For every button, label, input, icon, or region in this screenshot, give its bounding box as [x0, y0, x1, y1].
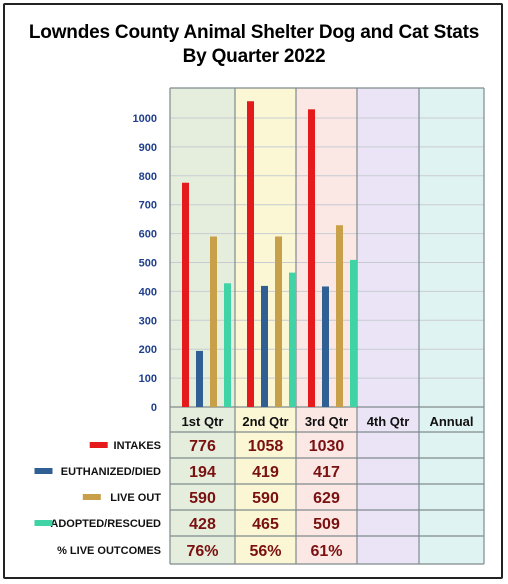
bar-euthanized-died-1 [261, 285, 268, 407]
bar-adopted-rescued-1 [289, 272, 296, 407]
y-tick-label: 100 [139, 373, 157, 385]
category-label: 3rd Qtr [305, 414, 348, 429]
bar-intakes-1 [247, 101, 254, 407]
legend-swatch [34, 468, 53, 474]
bar-adopted-rescued-2 [350, 259, 357, 407]
row-label: % LIVE OUTCOMES [57, 545, 161, 557]
legend-swatch [89, 442, 108, 448]
legend-swatch [82, 494, 101, 500]
legend-label: INTAKES [114, 440, 161, 452]
y-tick-label: 800 [139, 171, 157, 183]
y-tick-label: 700 [139, 200, 157, 212]
y-tick-label: 900 [139, 142, 157, 154]
legend-swatch [34, 520, 53, 526]
data-label: 1058 [248, 438, 284, 455]
y-tick-label: 1000 [133, 113, 157, 125]
data-label: 428 [189, 516, 216, 533]
data-label: 590 [252, 490, 279, 507]
bar-live-out-0 [210, 236, 217, 407]
y-tick-label: 0 [151, 402, 157, 414]
data-label: 509 [313, 516, 340, 533]
percent-label: 76% [186, 543, 218, 560]
data-label: 419 [252, 464, 279, 481]
data-label: 776 [189, 438, 216, 455]
y-tick-label: 400 [139, 286, 157, 298]
data-label: 417 [313, 464, 340, 481]
percent-label: 61% [310, 543, 342, 560]
category-label: 4th Qtr [367, 414, 410, 429]
data-label: 629 [313, 490, 340, 507]
chart-title-line1: Lowndes County Animal Shelter Dog and Ca… [28, 22, 480, 43]
data-label: 590 [189, 490, 216, 507]
y-tick-label: 200 [139, 344, 157, 356]
data-label: 1030 [309, 438, 345, 455]
bar-live-out-1 [275, 236, 282, 407]
data-label: 194 [189, 464, 216, 481]
y-tick-label: 300 [139, 315, 157, 327]
bar-intakes-2 [308, 109, 315, 407]
category-label: Annual [429, 414, 473, 429]
category-label: 1st Qtr [182, 414, 224, 429]
y-tick-label: 500 [139, 258, 157, 270]
percent-label: 56% [249, 543, 281, 560]
legend-label: ADOPTED/RESCUED [50, 518, 161, 530]
column-background-3 [357, 88, 419, 564]
legend-label: LIVE OUT [110, 492, 161, 504]
chart-title-line2: By Quarter 2022 [182, 46, 326, 67]
data-label: 465 [252, 516, 279, 533]
bar-live-out-2 [336, 225, 343, 407]
bar-intakes-0 [182, 182, 189, 407]
column-background-4 [419, 88, 484, 564]
category-label: 2nd Qtr [242, 414, 288, 429]
y-tick-label: 600 [139, 229, 157, 241]
bar-euthanized-died-2 [322, 286, 329, 407]
bar-euthanized-died-0 [196, 350, 203, 407]
bar-adopted-rescued-0 [224, 283, 231, 407]
legend-label: EUTHANIZED/DIED [61, 466, 161, 478]
